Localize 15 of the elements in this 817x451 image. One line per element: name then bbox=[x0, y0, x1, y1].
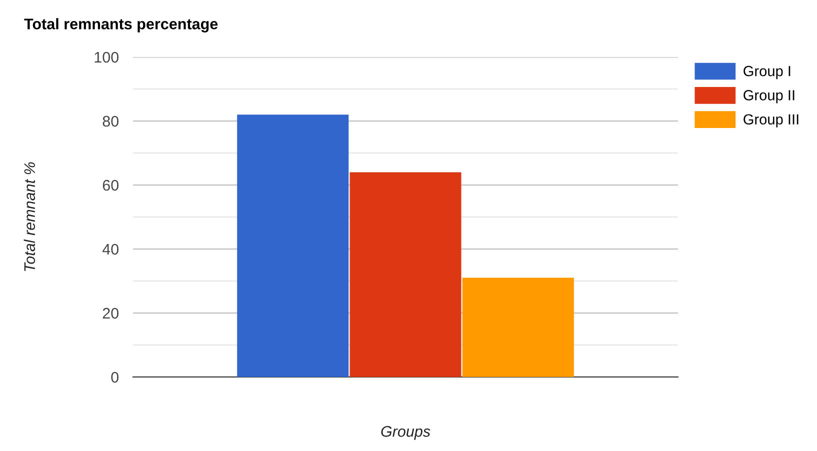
y-tick-label: 40 bbox=[102, 244, 119, 255]
bar bbox=[350, 172, 462, 377]
legend-label: Group II bbox=[744, 90, 794, 104]
y-tick-label: 60 bbox=[102, 180, 119, 191]
x-axis-title: Groups bbox=[381, 426, 430, 440]
y-axis-title: Total remnant % bbox=[24, 162, 36, 271]
y-tick-label: 0 bbox=[111, 372, 119, 383]
chart-title: Total remnants percentage bbox=[24, 18, 218, 32]
y-tick-label: 100 bbox=[94, 52, 119, 63]
legend-label: Group I bbox=[744, 66, 790, 80]
y-tick-label: 80 bbox=[102, 116, 119, 127]
legend-label: Group III bbox=[744, 114, 798, 128]
bar bbox=[237, 114, 349, 377]
y-tick-label: 20 bbox=[102, 308, 119, 319]
bar bbox=[462, 278, 574, 377]
